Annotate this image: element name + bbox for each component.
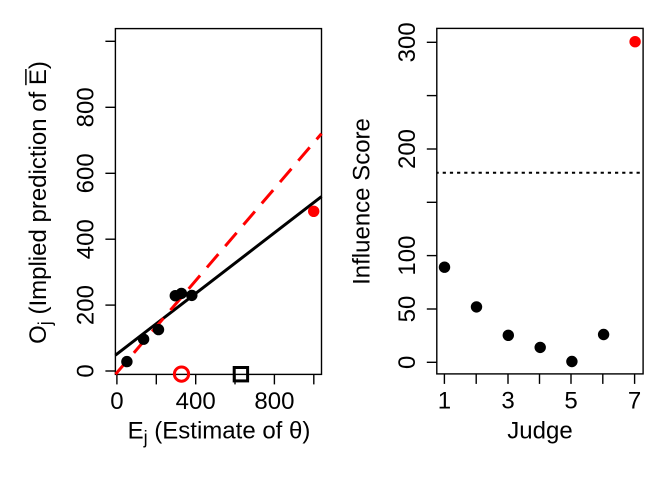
svg-text:200: 200 — [394, 129, 421, 169]
svg-text:400: 400 — [72, 219, 99, 259]
svg-text:Influence Score: Influence Score — [349, 118, 376, 285]
svg-text:800: 800 — [72, 87, 99, 127]
svg-text:600: 600 — [72, 153, 99, 193]
svg-text:0: 0 — [110, 388, 123, 415]
svg-text:800: 800 — [254, 388, 294, 415]
svg-text:3: 3 — [501, 388, 514, 415]
svg-text:400: 400 — [176, 388, 216, 415]
svg-text:300: 300 — [394, 22, 421, 62]
svg-text:Judge: Judge — [507, 418, 572, 445]
svg-text:Ej (Estimate of θ): Ej (Estimate of θ) — [128, 418, 311, 448]
svg-text:200: 200 — [72, 285, 99, 325]
svg-text:0: 0 — [394, 356, 421, 369]
svg-text:0: 0 — [72, 364, 99, 377]
svg-text:Oj (Implied prediction of E): Oj (Implied prediction of E) — [25, 61, 55, 344]
svg-text:1: 1 — [438, 388, 451, 415]
svg-text:7: 7 — [628, 388, 641, 415]
svg-text:5: 5 — [564, 388, 577, 415]
svg-text:50: 50 — [394, 296, 421, 323]
svg-text:100: 100 — [394, 236, 421, 276]
